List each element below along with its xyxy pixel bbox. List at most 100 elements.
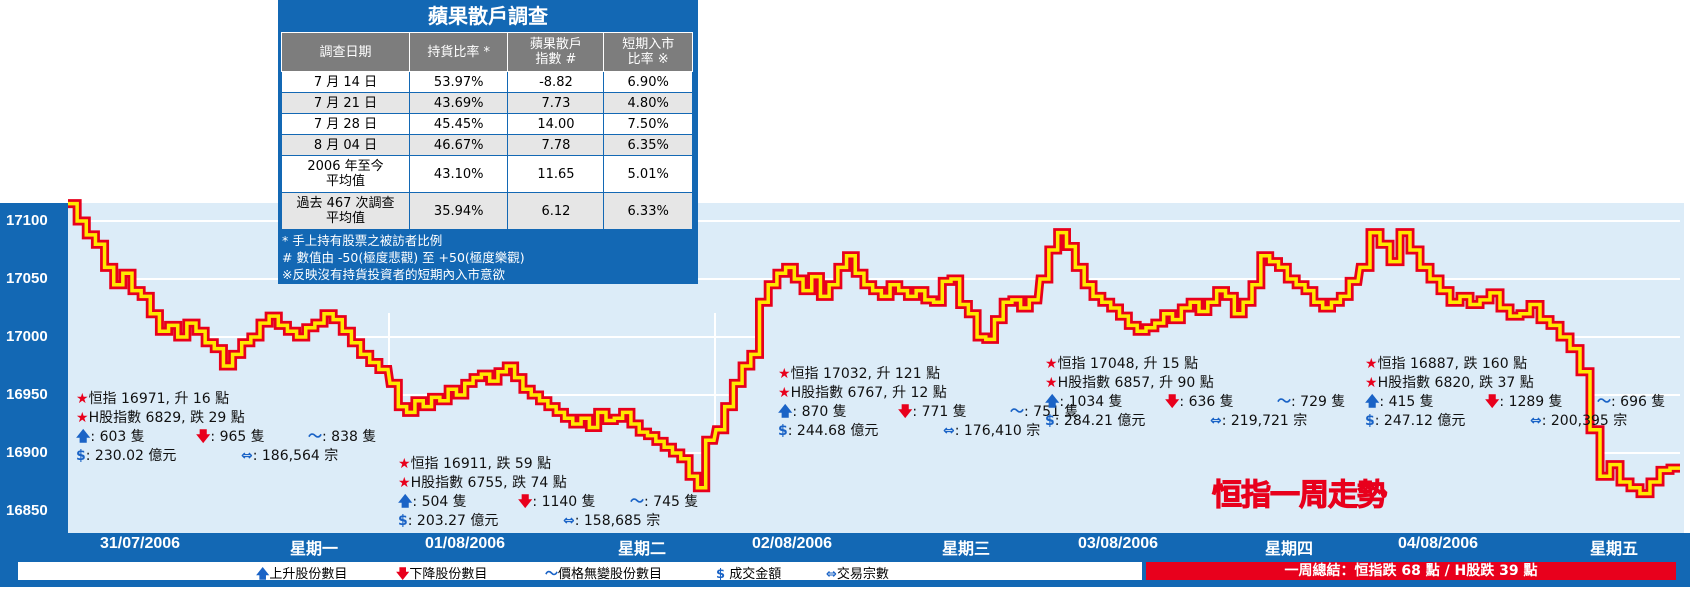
dollar-icon: $	[398, 513, 408, 529]
y-tick-label: 17000	[6, 328, 48, 345]
down-arrow-icon: 🡇	[196, 429, 211, 445]
down-arrow-icon: 🡇	[1485, 394, 1500, 410]
day-summary: ★恒指 17032, 升 121 點 ★H股指數 6767, 升 12 點 🡅: 8…	[778, 366, 1079, 439]
up-arrow-icon: 🡅	[398, 494, 413, 510]
y-tick-label: 16950	[6, 386, 48, 403]
down-arrow-icon: 🡇	[518, 494, 533, 510]
survey-panel: 蘋果散戶調查 調查日期 持貨比率 * 蘋果散戶 指數 # 短期入市 比率 ※ 7 月 …	[278, 0, 698, 284]
day-summary: ★恒指 17048, 升 15 點 ★H股指數 6857, 升 90 點 🡅: 10…	[1045, 356, 1346, 429]
star-icon: ★	[1365, 375, 1378, 391]
survey-cell: 14.00	[507, 113, 605, 135]
survey-note: * 手上持有股票之被訪者比例	[282, 233, 443, 248]
tilde-icon: 〜	[1010, 404, 1024, 420]
survey-table: 調查日期 持貨比率 * 蘋果散戶 指數 # 短期入市 比率 ※ 7 月 14 日 53.…	[281, 32, 693, 230]
x-weekday-label: 星期二	[618, 541, 667, 558]
survey-cell: 7 月 14 日	[281, 71, 410, 93]
double-arrow-icon: ⇔	[826, 567, 837, 582]
survey-note: # 數值由 -50(極度悲觀) 至 +50(極度樂觀)	[282, 250, 525, 265]
dollar-icon: $	[1365, 413, 1375, 429]
survey-cell: 6.90%	[603, 71, 693, 93]
star-icon: ★	[1045, 375, 1058, 391]
day-summary: ★恒指 16911, 跌 59 點 ★H股指數 6755, 跌 74 點 🡅: 50…	[398, 456, 699, 529]
price-line	[68, 201, 1680, 496]
survey-cell: 7.50%	[603, 113, 693, 135]
survey-cell: 5.01%	[603, 155, 693, 193]
y-tick-label: 16850	[6, 502, 48, 519]
survey-cell: 7.78	[507, 134, 605, 156]
tilde-icon: 〜	[630, 494, 644, 510]
tilde-icon: 〜	[545, 567, 559, 582]
star-icon: ★	[76, 410, 89, 426]
dollar-icon: $	[76, 448, 86, 464]
survey-header: 蘋果散戶 指數 #	[507, 32, 605, 72]
double-arrow-icon: ⇔	[943, 423, 955, 439]
x-date-label: 01/08/2006	[425, 535, 506, 552]
survey-cell: 53.97%	[408, 71, 509, 93]
up-arrow-icon: 🡅	[256, 567, 270, 582]
survey-row: 過去 467 次調查 平均值 35.94% 6.12 6.33%	[281, 192, 693, 230]
star-icon: ★	[1045, 356, 1058, 372]
up-arrow-icon: 🡅	[1365, 394, 1380, 410]
survey-header: 短期入市 比率 ※	[603, 32, 693, 72]
dollar-icon: $	[1045, 413, 1055, 429]
survey-row: 2006 年至今 平均值 43.10% 11.65 5.01%	[281, 155, 693, 193]
survey-header: 調查日期	[281, 32, 410, 72]
survey-cell: -8.82	[507, 71, 605, 93]
y-tick-label: 16900	[6, 444, 48, 461]
x-weekday-label: 星期四	[1265, 541, 1314, 558]
up-arrow-icon: 🡅	[76, 429, 91, 445]
legend-turnover: $ 成交金額	[716, 567, 782, 582]
star-icon: ★	[778, 366, 791, 382]
double-arrow-icon: ⇔	[1530, 413, 1542, 429]
legend-up: 🡅上升股份數目	[256, 567, 348, 582]
survey-row: 8 月 04 日 46.67% 7.78 6.35%	[281, 134, 693, 156]
survey-cell: 43.69%	[408, 92, 509, 114]
down-arrow-icon: 🡇	[396, 567, 410, 582]
x-weekday-label: 星期一	[290, 541, 339, 558]
survey-title: 蘋果散戶調查	[428, 4, 548, 28]
survey-cell: 7.73	[507, 92, 605, 114]
survey-cell: 6.35%	[603, 134, 693, 156]
survey-cell: 7 月 21 日	[281, 92, 410, 114]
star-icon: ★	[1365, 356, 1378, 372]
legend: 🡅上升股份數目 🡇下降股份數目 〜價格無變股份數目 $ 成交金額 ⇔交易宗數	[18, 562, 1142, 582]
survey-cell: 6.33%	[603, 192, 693, 230]
survey-cell: 2006 年至今 平均值	[281, 155, 410, 193]
survey-notes: * 手上持有股票之被訪者比例 # 數值由 -50(極度悲觀) 至 +50(極度樂觀…	[282, 232, 698, 283]
up-arrow-icon: 🡅	[778, 404, 793, 420]
price-area	[68, 203, 1680, 533]
y-axis-band	[0, 203, 68, 533]
survey-cell: 35.94%	[408, 192, 509, 230]
survey-cell: 45.45%	[408, 113, 509, 135]
survey-cell: 4.80%	[603, 92, 693, 114]
weekly-summary: 一周總結：恒指跌 68 點 / H股跌 39 點	[1146, 562, 1676, 580]
y-tick-label: 17100	[6, 212, 48, 229]
survey-cell: 7 月 28 日	[281, 113, 410, 135]
down-arrow-icon: 🡇	[898, 404, 913, 420]
survey-cell: 8 月 04 日	[281, 134, 410, 156]
star-icon: ★	[398, 475, 411, 491]
survey-cell: 11.65	[507, 155, 605, 193]
survey-row: 7 月 28 日 45.45% 14.00 7.50%	[281, 113, 693, 135]
up-arrow-icon: 🡅	[1045, 394, 1060, 410]
day-summary: ★恒指 16971, 升 16 點 ★H股指數 6829, 跌 29 點 🡅: 60…	[76, 391, 377, 464]
survey-cell: 過去 467 次調查 平均值	[281, 192, 410, 230]
tilde-icon: 〜	[1597, 394, 1611, 410]
dollar-icon: $	[778, 423, 788, 439]
survey-cell: 43.10%	[408, 155, 509, 193]
day-summary: ★恒指 16887, 跌 160 點 ★H股指數 6820, 跌 37 點 🡅: 4…	[1365, 356, 1666, 429]
x-date-label: 04/08/2006	[1398, 535, 1479, 552]
legend-down: 🡇下降股份數目	[396, 567, 488, 582]
survey-header: 持貨比率 *	[408, 32, 509, 72]
x-weekday-label: 星期三	[942, 541, 991, 558]
star-icon: ★	[76, 391, 89, 407]
x-weekday-label: 星期五	[1590, 541, 1639, 558]
survey-row: 7 月 21 日 43.69% 7.73 4.80%	[281, 92, 693, 114]
survey-cell: 46.67%	[408, 134, 509, 156]
legend-flat: 〜價格無變股份數目	[545, 567, 663, 582]
survey-note: ※反映沒有持貨投資者的短期內入市意欲	[282, 267, 505, 282]
x-date-label: 02/08/2006	[752, 535, 833, 552]
star-icon: ★	[778, 385, 791, 401]
survey-cell: 6.12	[507, 192, 605, 230]
tilde-icon: 〜	[1277, 394, 1291, 410]
